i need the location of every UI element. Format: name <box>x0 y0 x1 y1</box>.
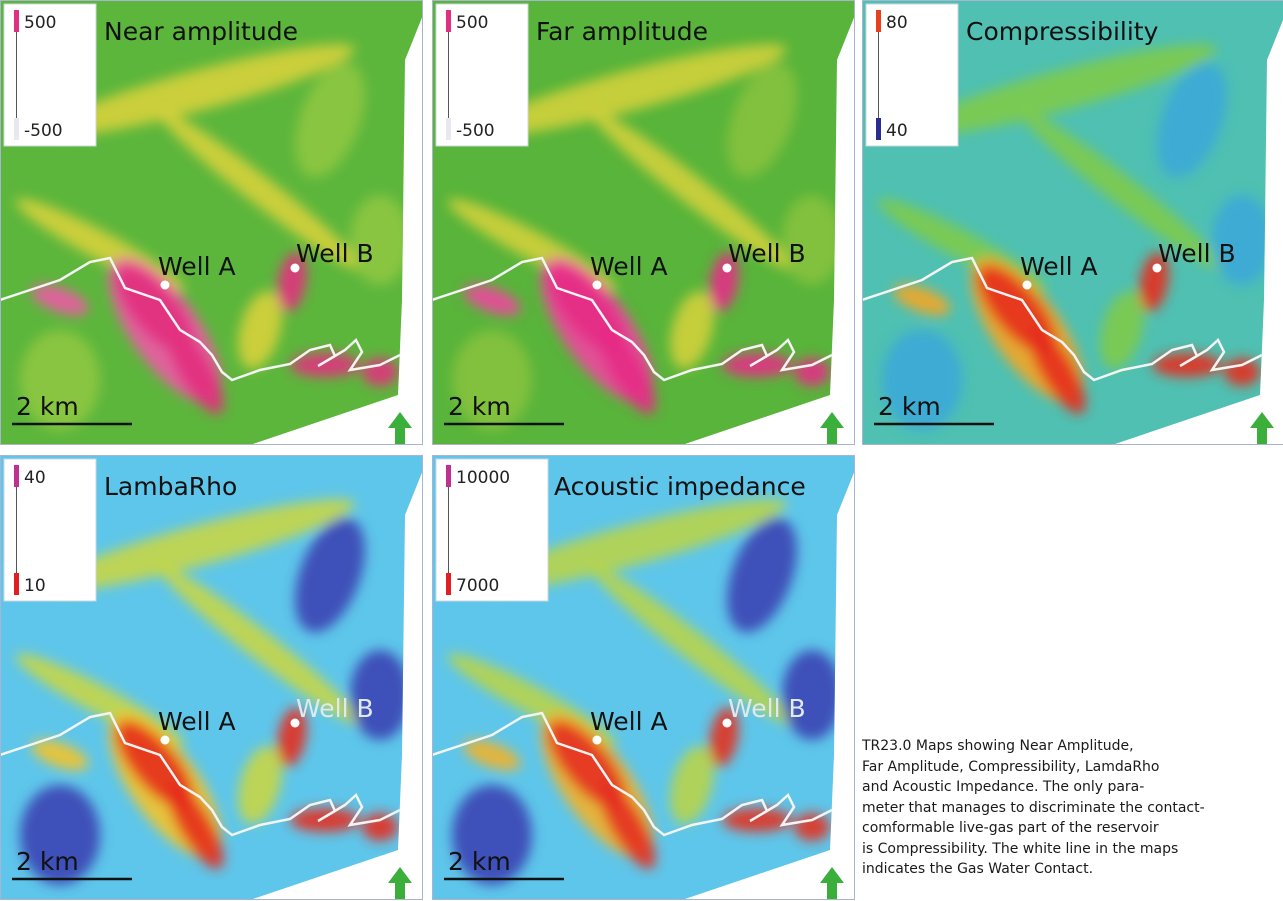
scale-label: 2 km <box>16 392 79 421</box>
legend-bottom-swatch <box>446 118 451 140</box>
scale-label: 2 km <box>448 392 511 421</box>
north-arrow <box>820 412 844 444</box>
attribute-zone <box>1224 358 1260 386</box>
map-panel: 80 40 Compressibility Well A Well B 2 km <box>862 0 1283 445</box>
caption-line: TR23.0 Maps showing Near Amplitude, <box>862 736 1282 757</box>
well-b-label: Well B <box>1158 239 1236 268</box>
legend-top-swatch <box>14 10 19 32</box>
map-title: Compressibility <box>966 17 1159 46</box>
legend-max: 10000 <box>456 468 510 488</box>
north-arrow <box>388 412 412 444</box>
scale-label: 2 km <box>16 847 79 876</box>
north-arrow <box>1250 412 1274 444</box>
north-arrow <box>388 867 412 899</box>
well-a-marker <box>593 736 602 745</box>
attribute-zone <box>362 358 398 386</box>
legend-min: 7000 <box>456 576 499 596</box>
well-a-label: Well A <box>158 252 236 281</box>
well-b-label: Well B <box>296 239 374 268</box>
well-b-label: Well B <box>728 239 806 268</box>
caption-line: indicates the Gas Water Contact. <box>862 859 1282 880</box>
legend-max: 500 <box>24 13 56 33</box>
legend-top-swatch <box>876 10 881 32</box>
legend-min: -500 <box>456 121 495 141</box>
attribute-zone <box>794 813 830 841</box>
legend-min: 40 <box>886 121 908 141</box>
well-a-marker <box>593 281 602 290</box>
legend-bottom-swatch <box>14 573 19 595</box>
caption: TR23.0 Maps showing Near Amplitude,Far A… <box>862 736 1282 880</box>
legend-max: 40 <box>24 468 46 488</box>
map-panel: 10000 7000 Acoustic impedance Well A Well B 2… <box>432 455 855 900</box>
scale-label: 2 km <box>448 847 511 876</box>
map: 40 10 LambaRho Well A Well B 2 km <box>0 455 423 900</box>
well-a-label: Well A <box>1020 252 1098 281</box>
map-panel: 500 -500 Far amplitude Well A Well B 2 km <box>432 0 855 445</box>
legend-bottom-swatch <box>446 573 451 595</box>
legend-top-swatch <box>446 10 451 32</box>
well-a-label: Well A <box>590 707 668 736</box>
caption-line: Far Amplitude, Compressibility, LamdaRho <box>862 757 1282 778</box>
scale-label: 2 km <box>878 392 941 421</box>
caption-line: and Acoustic Impedance. The only para- <box>862 777 1282 798</box>
caption-line: meter that manages to discriminate the c… <box>862 798 1282 819</box>
legend-min: -500 <box>24 121 63 141</box>
map-title: LambaRho <box>104 472 237 501</box>
well-a-marker <box>161 281 170 290</box>
north-arrow <box>820 867 844 899</box>
map: 10000 7000 Acoustic impedance Well A Well B 2… <box>432 455 855 900</box>
map: 80 40 Compressibility Well A Well B 2 km <box>862 0 1283 445</box>
attribute-zone <box>362 813 398 841</box>
well-a-label: Well A <box>590 252 668 281</box>
legend-min: 10 <box>24 576 46 596</box>
page: 500-500Near amplitudeWell AWell B2 km500… <box>0 0 1283 901</box>
map: 500 -500 Near amplitude Well A Well B 2 km <box>0 0 423 445</box>
legend-max: 80 <box>886 13 908 33</box>
well-b-label: Well B <box>296 694 374 723</box>
legend-bottom-swatch <box>876 118 881 140</box>
caption-line: comformable live-gas part of the reservo… <box>862 818 1282 839</box>
map-title: Far amplitude <box>536 17 708 46</box>
well-a-label: Well A <box>158 707 236 736</box>
map-panel: 40 10 LambaRho Well A Well B 2 km <box>0 455 423 900</box>
map: 500 -500 Far amplitude Well A Well B 2 km <box>432 0 855 445</box>
map-panel: 500 -500 Near amplitude Well A Well B 2 km <box>0 0 423 445</box>
map-title: Near amplitude <box>104 17 298 46</box>
legend-max: 500 <box>456 13 488 33</box>
well-b-label: Well B <box>728 694 806 723</box>
legend-bottom-swatch <box>14 118 19 140</box>
well-a-marker <box>161 736 170 745</box>
well-a-marker <box>1023 281 1032 290</box>
attribute-zone <box>794 358 830 386</box>
legend-top-swatch <box>446 465 451 487</box>
legend-top-swatch <box>14 465 19 487</box>
map-title: Acoustic impedance <box>554 472 806 501</box>
caption-line: is Compressibility. The white line in th… <box>862 839 1282 860</box>
